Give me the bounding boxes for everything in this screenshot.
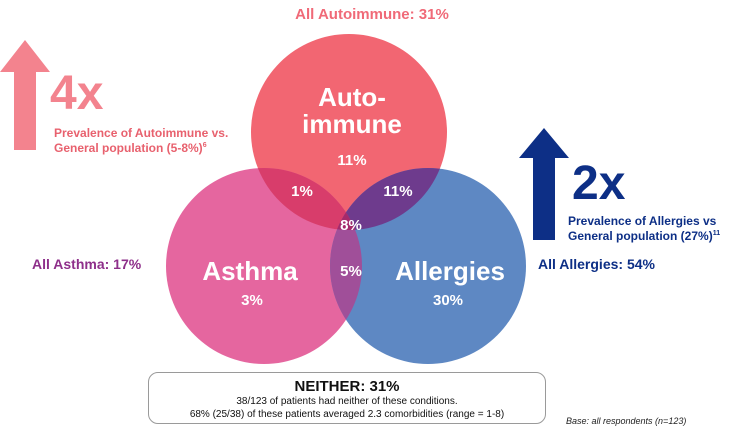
autoimmune-footnote: 6 [202,142,207,149]
autoimmune-label-line1: Auto- [318,82,386,112]
neither-title: NEITHER: 31% [294,378,400,395]
autoimmune-up-arrow-icon [0,40,50,150]
allergies-up-arrow-icon [519,128,569,240]
autoimmune-label-line2: immune [302,109,402,139]
allergies-footnote: 11 [712,230,721,237]
autoimmune-prevalence-text: Prevalence of Autoimmune vs. General pop… [54,126,264,156]
asthma-label: Asthma [202,256,298,286]
allergies-value: 30% [433,292,463,309]
allergies-label: Allergies [395,256,505,286]
autoimmune-value: 11% [337,152,366,169]
autoimmune-asthma-overlap [251,168,362,230]
asthma-value: 3% [241,292,263,309]
base-note: Base: all respondents (n=123) [566,416,687,426]
neither-line2: 68% (25/38) of these patients averaged 2… [189,409,505,420]
allergies-multiplier: 2x [572,157,626,210]
neither-box: NEITHER: 31% 38/123 of patients had neit… [148,372,546,424]
all-allergies-label: All Allergies: 54% [538,256,655,272]
autoimmune-allergies-overlap [330,168,447,230]
allergies-prevalence-text: Prevalence of Allergies vs General popul… [568,214,744,244]
autoimmune-allergies-value: 11% [383,183,412,200]
autoimmune-multiplier: 4x [50,67,104,120]
autoimmune-asthma-value: 1% [291,183,313,200]
allergies-prevalence-label: Prevalence of Allergies vs General popul… [568,214,717,243]
all-autoimmune-label: All Autoimmune: 31% [295,6,449,23]
neither-line1: 38/123 of patients had neither of these … [236,396,458,407]
all-three-value: 8% [340,217,362,234]
autoimmune-prevalence-label: Prevalence of Autoimmune vs. General pop… [54,126,229,155]
all-asthma-label: All Asthma: 17% [32,256,142,272]
asthma-allergies-value: 5% [340,263,362,280]
